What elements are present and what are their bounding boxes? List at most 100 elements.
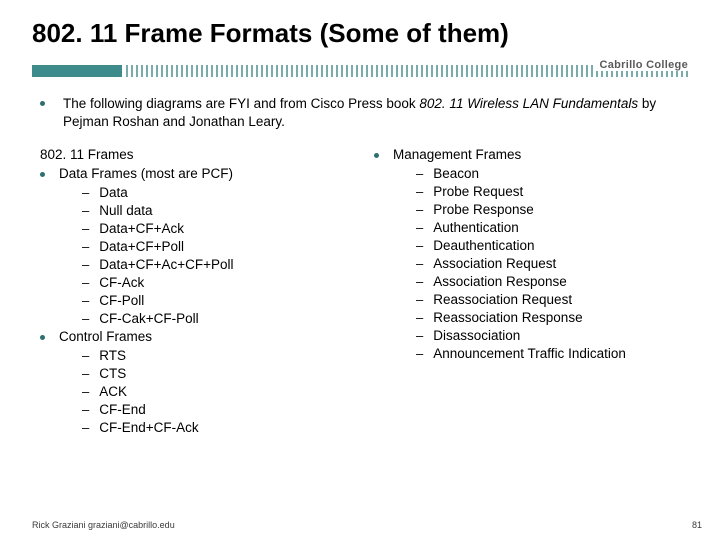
- dash-icon: –: [416, 292, 423, 307]
- footer-text: Rick Graziani graziani@cabrillo.edu: [32, 520, 175, 530]
- item-label: Beacon: [433, 166, 479, 181]
- list-group: Data Frames (most are PCF): [40, 166, 354, 181]
- list-item: –Disassociation: [416, 328, 688, 343]
- item-label: ACK: [99, 384, 127, 399]
- list-item: –ACK: [82, 384, 354, 399]
- list-item: –Data+CF+Poll: [82, 239, 354, 254]
- list-item: –CF-End+CF-Ack: [82, 420, 354, 435]
- dash-icon: –: [416, 274, 423, 289]
- dash-icon: –: [82, 275, 89, 290]
- page-number: 81: [692, 520, 702, 530]
- item-label: Data+CF+Ack: [99, 221, 184, 236]
- list-item: –Association Request: [416, 256, 688, 271]
- dash-icon: –: [82, 366, 89, 381]
- item-label: CTS: [99, 366, 126, 381]
- item-label: CF-End: [99, 402, 146, 417]
- bullet-icon: [40, 101, 45, 106]
- intro: The following diagrams are FYI and from …: [32, 95, 688, 131]
- dash-icon: –: [82, 293, 89, 308]
- dash-icon: –: [82, 203, 89, 218]
- item-label: CF-Ack: [99, 275, 144, 290]
- intro-italic: 802. 11 Wireless LAN Fundamentals: [419, 96, 638, 111]
- list-item: –Data+CF+Ack: [82, 221, 354, 236]
- dash-icon: –: [416, 184, 423, 199]
- item-label: CF-Poll: [99, 293, 144, 308]
- list-item: –Reassociation Response: [416, 310, 688, 325]
- left-heading: 802. 11 Frames: [40, 147, 354, 162]
- dash-icon: –: [416, 220, 423, 235]
- item-label: Probe Response: [433, 202, 534, 217]
- list-item: –Authentication: [416, 220, 688, 235]
- intro-prefix: The following diagrams are FYI and from …: [63, 96, 419, 111]
- item-label: RTS: [99, 348, 126, 363]
- list-item: –Probe Request: [416, 184, 688, 199]
- dash-icon: –: [416, 328, 423, 343]
- item-label: CF-End+CF-Ack: [99, 420, 198, 435]
- sublist: –Beacon–Probe Request–Probe Response–Aut…: [374, 166, 688, 361]
- right-column: Management Frames–Beacon–Probe Request–P…: [374, 147, 688, 438]
- item-label: Reassociation Response: [433, 310, 582, 325]
- item-label: Data+CF+Poll: [99, 239, 184, 254]
- list-item: –CF-Poll: [82, 293, 354, 308]
- dash-icon: –: [416, 202, 423, 217]
- content-columns: 802. 11 Frames Data Frames (most are PCF…: [32, 147, 688, 438]
- list-item: –Data: [82, 185, 354, 200]
- list-item: –CF-Ack: [82, 275, 354, 290]
- item-label: Deauthentication: [433, 238, 534, 253]
- bullet-icon: [40, 172, 45, 177]
- sublist: –RTS–CTS–ACK–CF-End–CF-End+CF-Ack: [40, 348, 354, 435]
- list-item: –Probe Response: [416, 202, 688, 217]
- item-label: Data: [99, 185, 128, 200]
- dash-icon: –: [82, 239, 89, 254]
- item-label: Association Response: [433, 274, 567, 289]
- dash-icon: –: [82, 402, 89, 417]
- list-item: –Reassociation Request: [416, 292, 688, 307]
- logo-text: Cabrillo College: [593, 59, 688, 71]
- right-groups: Management Frames–Beacon–Probe Request–P…: [374, 147, 688, 361]
- dash-icon: –: [82, 257, 89, 272]
- list-item: –Data+CF+Ac+CF+Poll: [82, 257, 354, 272]
- item-label: CF-Cak+CF-Poll: [99, 311, 198, 326]
- dash-icon: –: [82, 348, 89, 363]
- group-label: Management Frames: [393, 147, 521, 162]
- sublist: –Data–Null data–Data+CF+Ack–Data+CF+Poll…: [40, 185, 354, 326]
- item-label: Probe Request: [433, 184, 523, 199]
- group-label: Data Frames (most are PCF): [59, 166, 233, 181]
- item-label: Association Request: [433, 256, 556, 271]
- dash-icon: –: [416, 166, 423, 181]
- dash-icon: –: [416, 238, 423, 253]
- item-label: Reassociation Request: [433, 292, 572, 307]
- header-bar: Cabrillo College: [32, 59, 688, 81]
- list-group: Management Frames: [374, 147, 688, 162]
- list-item: –Association Response: [416, 274, 688, 289]
- dash-icon: –: [416, 310, 423, 325]
- page-title: 802. 11 Frame Formats (Some of them): [32, 18, 688, 49]
- item-label: Null data: [99, 203, 152, 218]
- accent-block: [32, 65, 122, 77]
- left-column: 802. 11 Frames Data Frames (most are PCF…: [40, 147, 354, 438]
- intro-text: The following diagrams are FYI and from …: [63, 95, 688, 131]
- list-item: –Deauthentication: [416, 238, 688, 253]
- item-label: Authentication: [433, 220, 519, 235]
- list-item: –RTS: [82, 348, 354, 363]
- dash-icon: –: [82, 384, 89, 399]
- group-label: Control Frames: [59, 329, 152, 344]
- dash-icon: –: [82, 185, 89, 200]
- item-label: Disassociation: [433, 328, 520, 343]
- list-item: –Beacon: [416, 166, 688, 181]
- list-group: Control Frames: [40, 329, 354, 344]
- left-groups: Data Frames (most are PCF)–Data–Null dat…: [40, 166, 354, 435]
- list-item: –Announcement Traffic Indication: [416, 346, 688, 361]
- dash-icon: –: [82, 311, 89, 326]
- dash-icon: –: [416, 346, 423, 361]
- item-label: Data+CF+Ac+CF+Poll: [99, 257, 233, 272]
- list-item: –CF-End: [82, 402, 354, 417]
- item-label: Announcement Traffic Indication: [433, 346, 626, 361]
- dash-icon: –: [82, 420, 89, 435]
- list-item: –Null data: [82, 203, 354, 218]
- list-item: –CTS: [82, 366, 354, 381]
- dash-icon: –: [416, 256, 423, 271]
- bullet-icon: [40, 335, 45, 340]
- bullet-icon: [374, 153, 379, 158]
- slide: 802. 11 Frame Formats (Some of them) Cab…: [0, 0, 720, 540]
